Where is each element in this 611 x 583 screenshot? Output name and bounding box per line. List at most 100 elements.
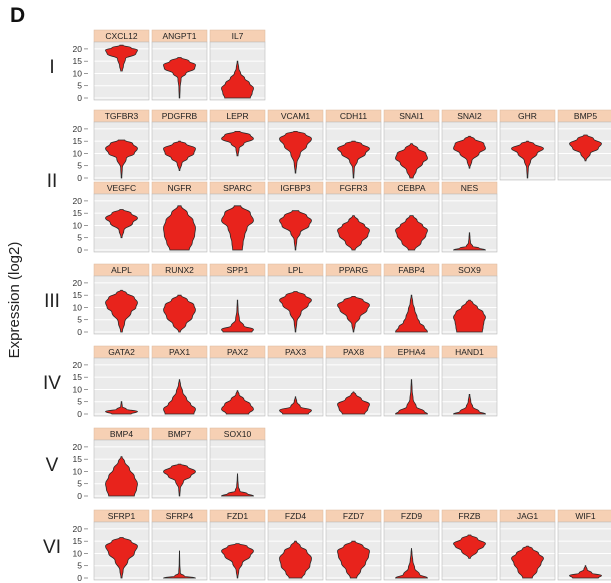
violin-sox10	[221, 473, 254, 497]
facet-strip-label: FABP4	[398, 265, 425, 275]
violin-panel-cxcl12: CXCL12	[93, 29, 150, 101]
panel-border	[325, 521, 382, 581]
y-tick-label: 0	[77, 491, 82, 501]
y-tick-label: 5	[77, 397, 82, 407]
y-tick-label: 0	[77, 327, 82, 337]
violin-fzd9	[395, 548, 428, 579]
violin-pax2	[221, 390, 254, 415]
panel-border	[325, 275, 382, 335]
violin-panel-fzd4: FZD4	[267, 509, 324, 581]
facet-strip-label: SNAI2	[457, 111, 482, 121]
violin-panel-bmp7: BMP7	[151, 427, 208, 499]
panel-border	[93, 439, 150, 499]
violin-snai1	[395, 143, 428, 179]
violin-frzb	[453, 534, 486, 559]
violin-ngfr	[163, 205, 196, 251]
panel-border	[383, 121, 440, 181]
facet-strip-label: FGFR3	[340, 183, 368, 193]
y-tick-label: 5	[77, 81, 82, 91]
facet-strip-label: PAX8	[343, 347, 364, 357]
violin-cebpa	[395, 215, 428, 251]
y-tick-label: 20	[73, 44, 83, 54]
y-tick-label: 15	[73, 536, 83, 546]
facet-strip-label: NES	[461, 183, 479, 193]
panel-border	[383, 357, 440, 417]
facet-row-4: III 0 5 10 15 20 ALPL RUNX2 SPP1 LPL PPARG FABP4 SOX…	[44, 263, 498, 337]
facet-row-3: 0 5 10 15 20 VEGFC NGFR SPARC IGFBP3 FGFR3 CEBPA NE…	[73, 181, 498, 255]
y-tick-label: 20	[73, 196, 83, 206]
panel-border	[209, 41, 266, 101]
panel-border	[209, 439, 266, 499]
group-label: V	[46, 455, 59, 476]
panel-border	[93, 521, 150, 581]
facet-strip-label: IGFBP3	[280, 183, 311, 193]
y-tick-label: 5	[77, 315, 82, 325]
panel-border	[557, 521, 611, 581]
violin-panel-fgfr3: FGFR3	[325, 181, 382, 253]
facet-row-1: I 0 5 10 15 20 CXCL12 ANGPT1 IL7	[49, 29, 266, 103]
violin-panel-cebpa: CEBPA	[383, 181, 440, 253]
y-tick-label: 0	[77, 93, 82, 103]
facet-strip-label: FZD4	[285, 511, 307, 521]
panel-border	[267, 121, 324, 181]
y-tick-label: 0	[77, 409, 82, 419]
violin-bmp7	[163, 463, 196, 497]
violin-panel-wif1: WIF1	[557, 509, 611, 581]
violin-gata2	[105, 401, 138, 415]
violin-epha4	[395, 379, 428, 415]
facet-row-7: VI 0 5 10 15 20 SFRP1 SFRP4 FZD1 FZD4 FZD7 FZD9 FRZB…	[43, 509, 611, 583]
facet-strip-label: RUNX2	[165, 265, 194, 275]
violin-fzd7	[337, 540, 370, 579]
violin-panel-pax2: PAX2	[209, 345, 266, 417]
facet-strip-label: TGFBR3	[105, 111, 139, 121]
violin-panel-cdh11: CDH11	[325, 109, 382, 181]
y-tick-label: 15	[73, 372, 83, 382]
panel-border	[383, 275, 440, 335]
panel-border	[441, 357, 498, 417]
panel-border	[209, 521, 266, 581]
violin-alpl	[105, 289, 138, 333]
y-tick-label: 0	[77, 573, 82, 583]
violin-ghr	[511, 140, 544, 179]
violin-panel-sparc: SPARC	[209, 181, 266, 253]
violin-panel-fzd9: FZD9	[383, 509, 440, 581]
y-tick-label: 15	[73, 136, 83, 146]
violin-bmp4	[105, 456, 138, 497]
y-tick-label: 10	[73, 302, 83, 312]
facet-strip-label: CEBPA	[397, 183, 426, 193]
group-label: VI	[43, 537, 61, 558]
panel-border	[151, 193, 208, 253]
group-label: IV	[43, 373, 61, 394]
violin-vegfc	[105, 209, 138, 239]
violin-igfbp3	[279, 210, 312, 251]
facet-strip-label: FZD1	[227, 511, 249, 521]
violin-panel-spp1: SPP1	[209, 263, 266, 335]
violin-panel-sox10: SOX10	[209, 427, 266, 499]
violin-wif1	[569, 565, 602, 579]
violin-panel-pax8: PAX8	[325, 345, 382, 417]
panel-border	[383, 193, 440, 253]
violin-panel-tgfbr3: TGFBR3	[93, 109, 150, 181]
facet-strip-label: LPL	[288, 265, 303, 275]
violin-lepr	[221, 130, 254, 157]
facet-strip-label: PDGFRB	[162, 111, 198, 121]
violin-panel-sfrp4: SFRP4	[151, 509, 208, 581]
facet-strip-label: GATA2	[108, 347, 135, 357]
violin-panel-ghr: GHR	[499, 109, 556, 181]
panel-border	[499, 121, 556, 181]
violin-panel-fzd1: FZD1	[209, 509, 266, 581]
y-tick-label: 10	[73, 68, 83, 78]
y-tick-label: 5	[77, 161, 82, 171]
violin-snai2	[453, 135, 486, 169]
violin-panel-snai2: SNAI2	[441, 109, 498, 181]
violin-cdh11	[337, 140, 370, 179]
panel-border	[441, 121, 498, 181]
violin-lpl	[279, 291, 312, 333]
facet-row-5: IV 0 5 10 15 20 GATA2 PAX1 PAX2 PAX3 PAX8 EPHA4 HAND…	[43, 345, 498, 419]
facet-strip-label: SOX10	[224, 429, 252, 439]
panel-border	[151, 439, 208, 499]
y-tick-label: 15	[73, 56, 83, 66]
y-tick-label: 10	[73, 148, 83, 158]
panel-border	[325, 121, 382, 181]
